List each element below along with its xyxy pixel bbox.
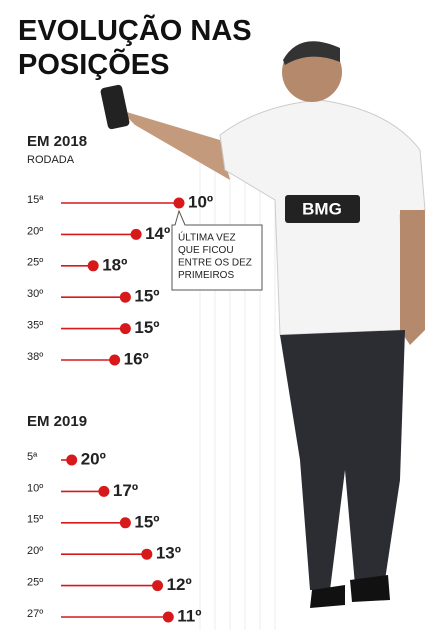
value-label: 17º xyxy=(113,481,138,500)
annotation: PRIMEIROS xyxy=(178,270,234,281)
category-label: 25º xyxy=(27,257,43,269)
category-label: 10º xyxy=(27,482,43,494)
dot xyxy=(66,454,78,466)
category-label: 27º xyxy=(27,608,43,620)
value-label: 16º xyxy=(124,349,149,368)
page-title: POSIÇÕES xyxy=(18,47,170,81)
dot xyxy=(98,485,110,497)
page-title: EVOLUÇÃO NAS xyxy=(18,13,252,47)
category-label: 25º xyxy=(27,577,43,589)
category-label: 20º xyxy=(27,225,43,237)
value-label: 10º xyxy=(188,192,213,211)
dot xyxy=(119,323,131,335)
svg-text:BMG: BMG xyxy=(302,199,342,218)
category-label: 38º xyxy=(27,351,43,363)
value-label: 13º xyxy=(156,544,181,563)
annotation: ENTRE OS DEZ xyxy=(178,258,252,269)
dot xyxy=(119,291,131,303)
dot xyxy=(130,228,142,240)
annotation: QUE FICOU xyxy=(178,245,234,256)
dot xyxy=(141,548,153,560)
category-label: 30º xyxy=(27,288,43,300)
category-label: 5ª xyxy=(27,451,38,463)
axis-label: RODADA xyxy=(27,154,75,166)
dot xyxy=(152,580,164,592)
chart-title: EM 2018 xyxy=(27,133,87,150)
dot xyxy=(173,197,185,209)
category-label: 20º xyxy=(27,545,43,557)
dot xyxy=(119,517,131,529)
dot xyxy=(87,260,99,272)
annotation: ÚLTIMA VEZ xyxy=(178,231,236,244)
value-label: 20º xyxy=(81,449,106,468)
value-label: 14º xyxy=(145,224,170,243)
value-label: 15º xyxy=(134,512,159,531)
dot xyxy=(162,611,174,623)
value-label: 11º xyxy=(177,606,201,625)
annotation-box xyxy=(171,209,263,291)
category-label: 15ª xyxy=(27,194,44,206)
photo: BMG xyxy=(100,41,426,630)
category-label: 15º xyxy=(27,514,43,526)
chart-title: EM 2019 xyxy=(27,413,87,430)
dot xyxy=(109,354,121,366)
value-label: 18º xyxy=(102,255,127,274)
value-label: 15º xyxy=(134,318,159,337)
value-label: 15º xyxy=(134,287,159,306)
category-label: 35º xyxy=(27,320,43,332)
value-label: 12º xyxy=(167,575,192,594)
